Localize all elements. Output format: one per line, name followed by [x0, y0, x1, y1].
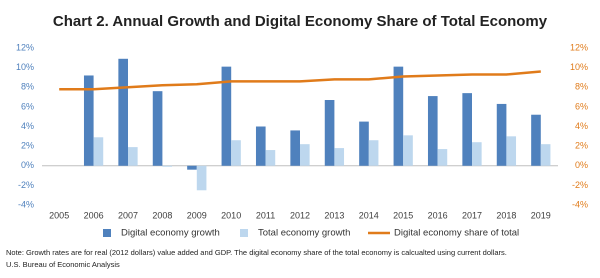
x-tick-label: 2018	[496, 210, 516, 220]
y2-tick-label: 10%	[570, 62, 588, 72]
bar	[496, 103, 507, 166]
y-tick-label: 6%	[21, 101, 34, 111]
bar	[221, 66, 232, 166]
y-tick-label: 10%	[16, 62, 34, 72]
y-tick-label: 0%	[21, 160, 34, 170]
bar	[265, 150, 276, 166]
y2-tick-label: 6%	[575, 101, 588, 111]
line	[59, 70, 541, 91]
legend-label: Total economy growth	[258, 228, 350, 239]
bar	[187, 165, 197, 170]
bar	[472, 142, 482, 166]
bar	[324, 100, 335, 166]
y2-tick-label: 2%	[575, 141, 588, 151]
bar	[93, 137, 104, 166]
bar	[334, 148, 345, 166]
x-tick-label: 2013	[324, 210, 344, 220]
bar	[128, 147, 138, 166]
bar	[162, 165, 173, 167]
bar	[368, 140, 379, 166]
bar	[540, 144, 551, 166]
x-tick-label: 2005	[49, 210, 69, 220]
bar	[531, 114, 541, 166]
bar	[118, 58, 128, 166]
bar	[437, 149, 448, 166]
legend-swatch	[240, 229, 248, 237]
bar	[462, 93, 472, 166]
y2-tick-label: -4%	[572, 199, 588, 209]
y-tick-label: 2%	[21, 141, 34, 151]
legend-label: Digital economy share of total	[394, 228, 519, 239]
x-tick-label: 2011	[256, 210, 275, 220]
y2-tick-label: 4%	[575, 121, 588, 131]
bar	[231, 140, 241, 166]
chart-title: Chart 2. Annual Growth and Digital Econo…	[53, 13, 548, 30]
x-tick-label: 2008	[152, 210, 172, 220]
note: Note: Growth rates are for real (2012 do…	[6, 248, 507, 257]
legend-swatch	[103, 229, 111, 237]
y-tick-label: 4%	[21, 121, 34, 131]
y-tick-label: 8%	[21, 82, 34, 92]
y2-tick-label: 8%	[575, 82, 588, 92]
source: U.S. Bureau of Economic Analysis	[6, 260, 120, 269]
bar	[196, 165, 207, 191]
bar	[403, 135, 413, 166]
bar	[427, 96, 438, 166]
x-tick-label: 2006	[84, 210, 104, 220]
x-tick-label: 2010	[221, 210, 241, 220]
x-tick-label: 2015	[393, 210, 413, 220]
y-tick-label: -4%	[18, 199, 34, 209]
x-tick-label: 2007	[118, 210, 138, 220]
bar	[152, 91, 163, 166]
bar	[506, 136, 517, 166]
x-tick-label: 2012	[290, 210, 310, 220]
bar	[300, 144, 310, 166]
y-tick-label: -2%	[18, 180, 34, 190]
bar	[83, 75, 94, 166]
x-tick-label: 2009	[187, 210, 207, 220]
y2-tick-label: -2%	[572, 180, 588, 190]
x-tick-label: 2019	[531, 210, 551, 220]
bar	[359, 121, 369, 166]
x-tick-label: 2017	[462, 210, 482, 220]
x-tick-label: 2014	[359, 210, 379, 220]
bar	[393, 66, 404, 166]
y-tick-label: 12%	[16, 42, 34, 52]
y2-tick-label: 12%	[570, 42, 588, 52]
legend-label: Digital economy growth	[121, 228, 220, 239]
y2-tick-label: 0%	[575, 160, 588, 170]
bar	[255, 126, 266, 166]
bar	[290, 130, 300, 166]
x-tick-label: 2016	[428, 210, 448, 220]
